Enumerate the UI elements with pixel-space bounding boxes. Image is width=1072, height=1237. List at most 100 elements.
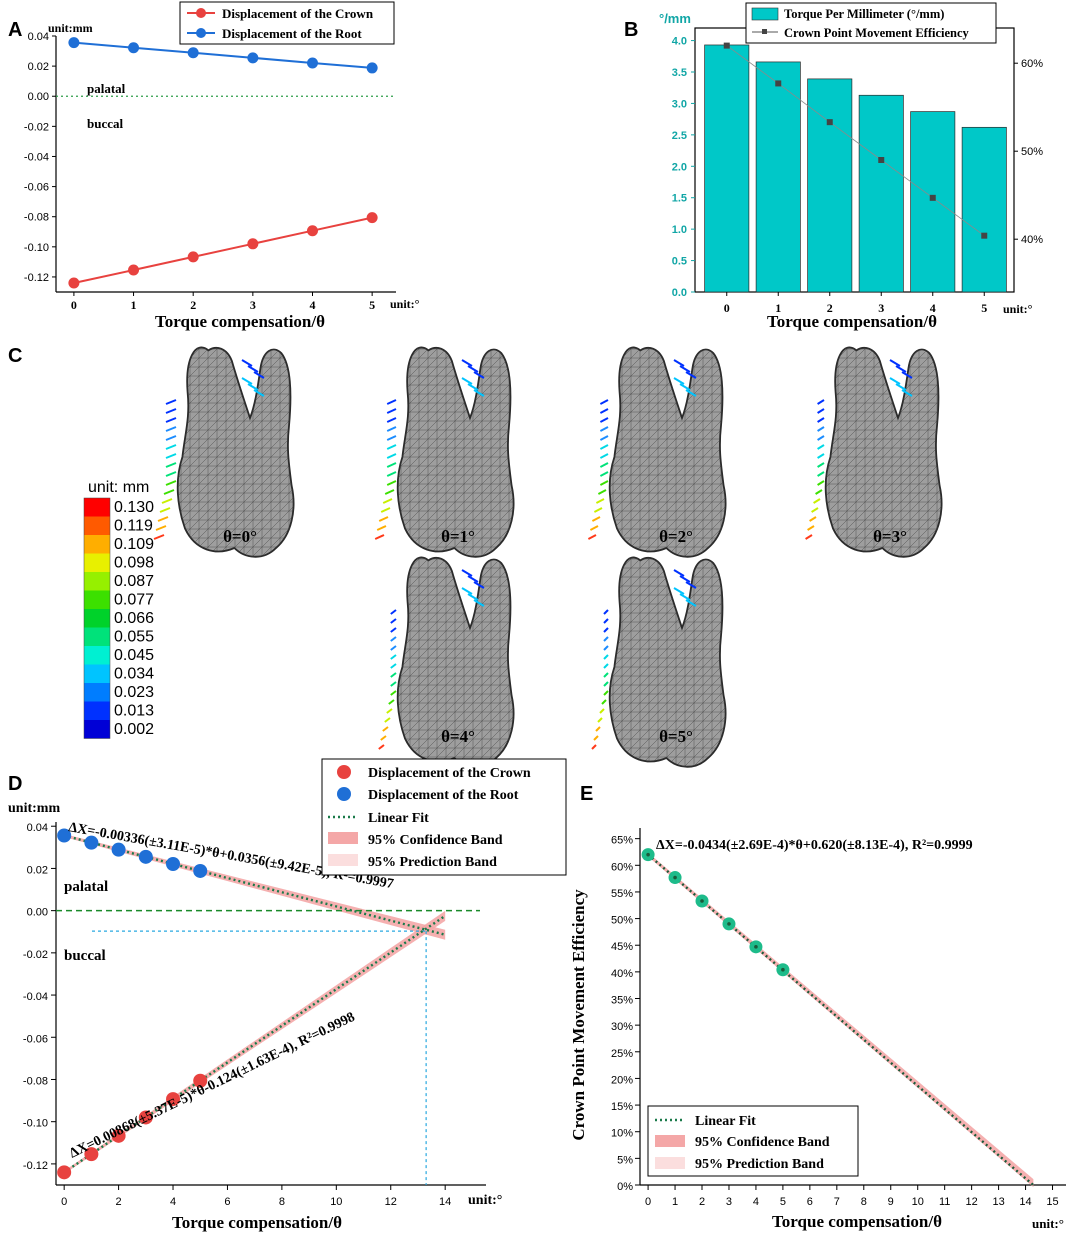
d-legend-crown-label: Displacement of the Crown [368, 766, 531, 781]
displacement-arrow [390, 672, 397, 678]
e-point-center [700, 899, 704, 903]
displacement-arrow [809, 516, 817, 522]
a-x-axis-title: Torque compensation/θ [155, 312, 325, 331]
a-y-tick-label: -0.04 [24, 151, 49, 163]
root-arrow [461, 569, 473, 577]
a-plot-frame [55, 36, 396, 293]
a-crown-point [366, 212, 378, 224]
colorbar-swatch [84, 646, 110, 665]
d-y-tick-label: 0.02 [27, 864, 48, 876]
tooth-mesh [609, 557, 726, 767]
d-x-tick-label: 14 [439, 1196, 451, 1208]
colorbar-label: 0.098 [114, 555, 154, 572]
d-y-tick-label: -0.06 [23, 1033, 48, 1045]
displacement-arrow [390, 645, 397, 651]
d-x-tick-label: 8 [279, 1196, 285, 1208]
displacement-arrow [390, 681, 397, 687]
displacement-arrows [587, 359, 697, 540]
root-arrow [253, 389, 265, 397]
d-legend: Displacement of the Crown Displacement o… [321, 758, 567, 876]
b-y2-tick-label: 40% [1021, 234, 1043, 246]
root-arrow [889, 359, 901, 367]
root-arrow [679, 593, 691, 601]
e-y-tick-label: 35% [611, 995, 633, 1007]
displacement-arrow [378, 516, 389, 522]
displacement-arrow [601, 699, 607, 705]
root-arrow [673, 377, 685, 385]
d-root-point [193, 863, 208, 878]
panel-d: D unit:mm 0.04 0.02 0.00 -0.02 -0.04 -0.06 -0.… [8, 758, 567, 1232]
colorbar-label: 0.013 [114, 703, 154, 720]
e-y-tick-label: 50% [611, 915, 633, 927]
tooth-mesh [397, 347, 514, 557]
displacement-arrow [374, 534, 385, 540]
displacement-arrow [603, 654, 609, 660]
a-root-line [73, 41, 373, 69]
root-arrow [461, 377, 473, 385]
a-palatal-label: palatal [87, 81, 126, 96]
displacement-arrow [603, 609, 609, 615]
displacement-arrow [386, 462, 397, 468]
a-crown-point [128, 264, 140, 276]
displacement-arrow [157, 516, 169, 522]
displacement-arrow [595, 498, 605, 504]
displacement-arrow [386, 471, 397, 477]
a-crown-point [247, 238, 259, 250]
displacement-arrow [599, 708, 605, 714]
panel-letter-a: A [8, 19, 22, 41]
a-legend-crown-label: Displacement of the Crown [222, 6, 374, 21]
displacement-arrow [159, 507, 171, 513]
displacement-arrow [817, 480, 825, 486]
a-unit-y: unit:mm [48, 21, 93, 35]
displacement-arrow [390, 654, 397, 660]
displacement-arrow [817, 426, 825, 432]
tooth-model [587, 346, 727, 558]
e-x-tick-label: 9 [888, 1196, 894, 1208]
b-y2-tick-label: 60% [1021, 58, 1043, 70]
displacement-arrow [386, 408, 397, 414]
displacement-arrow [817, 408, 825, 414]
e-x-tick-label: 6 [807, 1196, 813, 1208]
root-arrow [461, 587, 473, 595]
d-x-tick-label: 2 [116, 1196, 122, 1208]
tooth-mesh [177, 347, 294, 557]
root-arrow [685, 371, 697, 379]
root-arrow [241, 359, 253, 367]
e-y-tick-label: 45% [611, 941, 633, 953]
e-y-tick-label: 30% [611, 1021, 633, 1033]
e-point-center [673, 875, 677, 880]
root-arrow [473, 581, 485, 589]
displacement-arrow [597, 717, 603, 723]
root-arrow [467, 383, 479, 391]
a-x-axis: 0 1 2 3 4 5 [71, 292, 375, 312]
root-arrow [685, 599, 697, 607]
d-y-tick-label: 0.04 [27, 822, 48, 834]
d-y-tick-label: -0.10 [23, 1118, 48, 1130]
panel-letter-b: B [624, 19, 638, 41]
a-x-tick-label: 5 [369, 298, 375, 312]
root-arrow [461, 359, 473, 367]
b-legend-box [745, 2, 997, 44]
tooth-models: θ=0° θ=1° θ=2° θ=3° θ=4° θ=5° [153, 346, 943, 768]
root-arrow [247, 383, 259, 391]
e-equation: ΔX=-0.0434(±2.69E-4)*θ+0.620(±8.13E-4), … [656, 838, 973, 853]
b-bar [910, 111, 956, 293]
b-y-tick-label: 1.5 [672, 193, 687, 205]
colorbar-swatch [84, 535, 110, 554]
d-y-tick-label: 0.00 [27, 907, 48, 919]
e-legend-prediction-swatch [655, 1157, 685, 1169]
d-equation-crown: ΔX=0.00868(±5.37E-5)*θ-0.124(±1.63E-4), … [67, 1010, 357, 1162]
colorbar-swatch [84, 664, 110, 683]
a-y-tick-label: 0.00 [28, 91, 49, 103]
tooth-theta-label: θ=2° [659, 527, 693, 546]
displacement-arrow [603, 672, 609, 678]
displacement-arrow [376, 525, 387, 531]
displacement-arrow [597, 489, 607, 495]
root-arrow [673, 587, 685, 595]
displacement-arrows [591, 569, 697, 750]
a-unit-x: unit:° [390, 297, 420, 311]
colorbar-swatch [84, 720, 110, 739]
d-legend-crown-marker [337, 765, 351, 779]
a-root-point [247, 52, 259, 64]
